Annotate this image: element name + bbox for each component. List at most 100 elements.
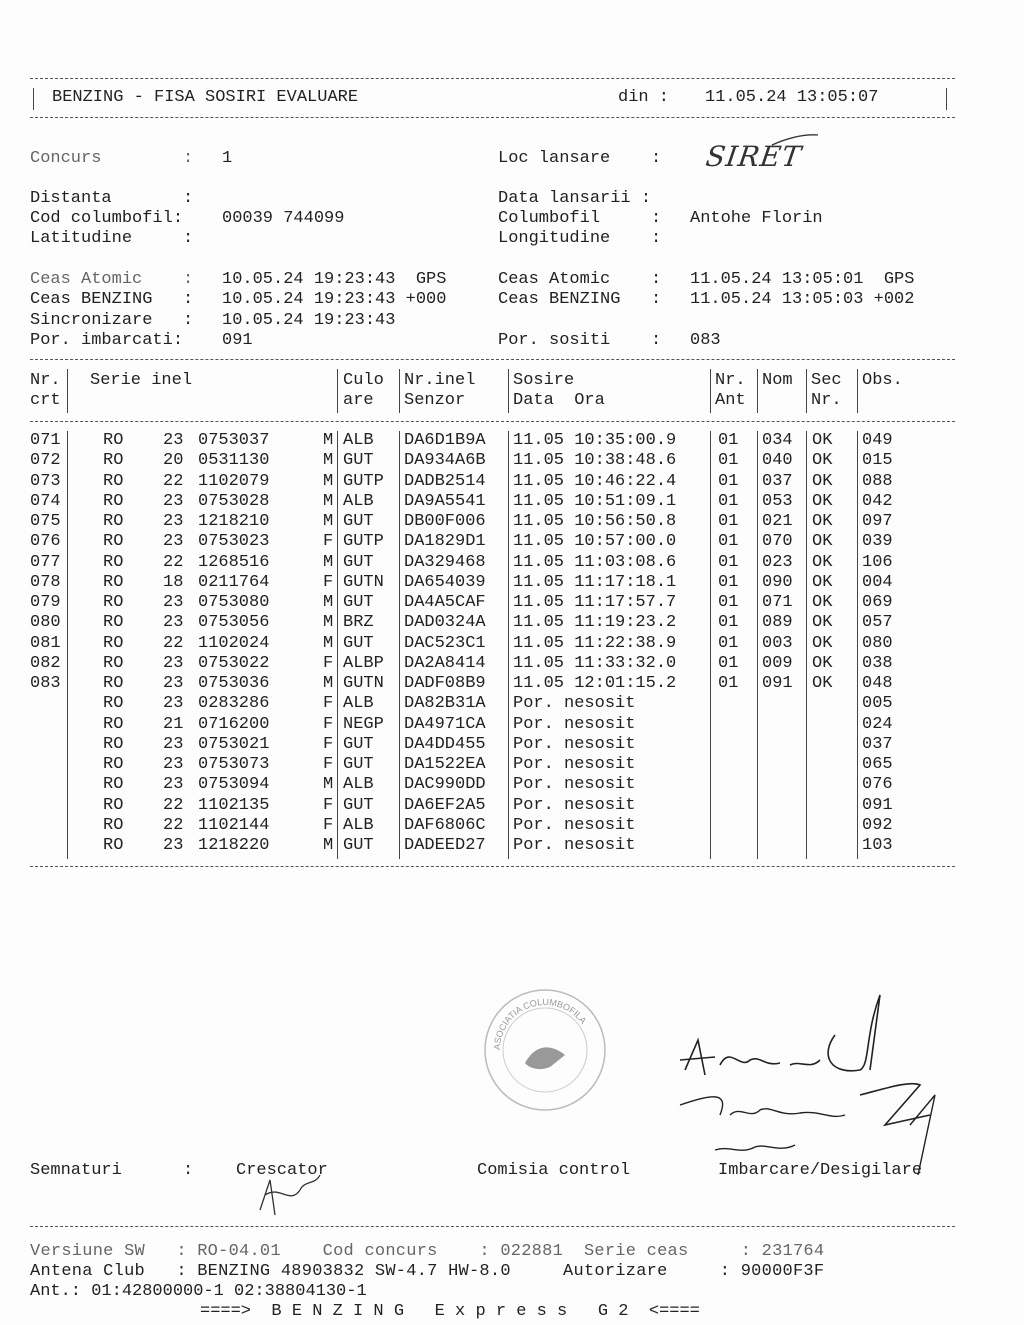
table-cell: GUT [343,593,374,612]
cod-value: 00039 744099 [222,209,345,228]
table-cell: 22 [163,471,184,491]
table-cell: 005 [862,694,893,714]
column-divider [857,369,858,413]
table-cell: 075 [30,512,61,531]
table-cell: M [323,593,334,612]
table-cell: 01 [718,552,739,572]
column-divider [806,369,807,413]
table-cell: OK [812,593,833,612]
column-header: Senzor [404,391,466,410]
table-cell: Por. nesosit [513,714,636,734]
table-cell: M [323,431,334,450]
table-cell: 097 [862,512,893,531]
table-cell: M [323,836,334,855]
table-cell: 040 [762,451,793,471]
table-cell: 0753028 [198,491,270,511]
table-cell: 11.05 11:22:38.9 [513,633,677,653]
column-header: Sosire [513,371,575,390]
column-divider [757,369,758,413]
table-cell: DAC990DD [404,775,486,795]
table-cell: 015 [862,451,893,471]
table-cell: 23 [163,593,184,612]
table-cell: 0753036 [198,674,270,693]
table-cell: 01 [718,653,739,673]
column-header: Obs. [862,371,903,390]
table-cell: 18 [163,572,184,592]
table-cell: 0753021 [198,734,270,754]
table-cell: F [323,815,334,835]
table-cell: OK [812,491,833,511]
column-header: are [343,391,374,410]
column-header: Sec [811,371,842,390]
table-cell: DA4A5CAF [404,593,486,612]
column-header: Nr. [30,371,61,390]
table-cell: 01 [718,593,739,612]
table-cell: 22 [163,795,184,815]
table-cell: 22 [163,633,184,653]
sync-value: 10.05.24 19:23:43 [222,311,396,330]
date-label: din : [618,88,670,107]
table-cell: DA9A5541 [404,491,486,511]
table-cell: 23 [163,775,184,795]
benzing-label: Ceas BENZING : [30,290,194,309]
table-cell: 0753080 [198,593,270,612]
table-cell: 1218220 [198,836,270,855]
table-cell: 11.05 11:17:57.7 [513,593,677,612]
table-cell: M [323,674,334,693]
divider [30,1226,955,1227]
table-cell: Por. nesosit [513,815,636,835]
table-cell: 023 [762,552,793,572]
table-cell: 1218210 [198,512,270,531]
table-cell: 0716200 [198,714,270,734]
table-cell: GUTP [343,532,384,552]
column-divider [399,431,400,859]
table-cell: 23 [163,532,184,552]
table-cell: RO [103,552,124,572]
table-cell: F [323,734,334,754]
table-cell: GUT [343,734,374,754]
table-cell: 053 [762,491,793,511]
column-divider [67,431,68,859]
table-cell: 23 [163,694,184,714]
table-cell: DAF6806C [404,815,486,835]
date-value: 11.05.24 13:05:07 [705,88,879,107]
columbofil-value: Antohe Florin [690,209,823,228]
table-cell: OK [812,653,833,673]
table-cell: 034 [762,431,793,450]
table-cell: 049 [862,431,893,450]
table-cell: F [323,653,334,673]
comisia-label: Comisia control [477,1161,631,1180]
table-cell: 22 [163,815,184,835]
table-cell: GUT [343,451,374,471]
table-cell: GUT [343,755,374,774]
table-cell: 0211764 [198,572,270,592]
latitude-label: Latitudine : [30,229,194,248]
concurs-value: 1 [222,149,233,168]
signatures-scribbles [679,994,936,1176]
table-cell: 080 [862,633,893,653]
table-cell: OK [812,532,833,552]
column-divider [806,431,807,859]
atomic-label: Ceas Atomic : [498,270,662,289]
divider [30,78,955,79]
column-header: Nr. [811,391,842,410]
table-cell: 11.05 11:03:08.6 [513,552,677,572]
table-cell: 23 [163,674,184,693]
benzing-end: 11.05.24 13:05:03 +002 [690,290,915,309]
table-cell: 071 [30,431,61,450]
table-cell: NEGP [343,714,384,734]
sync-label: Sincronizare : [30,311,194,330]
table-cell: 091 [862,795,893,815]
table-cell: 0283286 [198,694,270,714]
columbofil-label: Columbofil : [498,209,662,228]
crescator-signature [259,1174,321,1216]
table-cell: GUTP [343,471,384,491]
longitude-label: Longitudine : [498,229,662,248]
table-cell: 076 [30,532,61,552]
table-cell: DA4971CA [404,714,486,734]
table-cell: 0753073 [198,755,270,774]
table-cell: DA1829D1 [404,532,486,552]
table-cell: 1102079 [198,471,270,491]
table-cell: 0753022 [198,653,270,673]
table-cell: 021 [762,512,793,531]
